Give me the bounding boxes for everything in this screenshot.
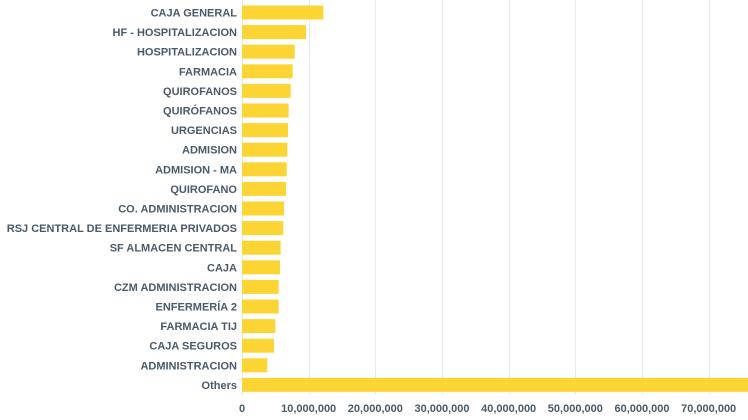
bar[interactable] xyxy=(242,319,276,334)
category-label: ENFERMERÍA 2 xyxy=(156,301,238,314)
category-label: HOSPITALIZACION xyxy=(137,47,237,59)
category-label: HF - HOSPITALIZACION xyxy=(113,27,238,39)
x-tick-label: 60,000,000 xyxy=(614,403,669,415)
bar[interactable] xyxy=(242,279,279,294)
category-label: CAJA xyxy=(207,262,237,274)
category-label: FARMACIA xyxy=(179,66,237,78)
x-tick-label: 70,000,000 xyxy=(681,403,736,415)
bar[interactable] xyxy=(242,162,287,177)
category-label: ADMISION - MA xyxy=(155,164,237,176)
category-label: QUIRÓFANOS xyxy=(163,105,237,118)
grid-layer xyxy=(242,0,710,395)
category-label: RSJ CENTRAL DE ENFERMERIA PRIVADOS xyxy=(7,223,237,235)
category-label: CAJA GENERAL xyxy=(151,8,238,20)
category-label: SF ALMACEN CENTRAL xyxy=(110,243,238,255)
bar[interactable] xyxy=(242,358,268,373)
bar[interactable] xyxy=(242,103,289,118)
category-labels: CAJA GENERAL HF - HOSPITALIZACION HOSPITAL… xyxy=(7,8,238,392)
bar[interactable] xyxy=(242,240,281,255)
category-label: CO. ADMINISTRACION xyxy=(118,204,237,216)
category-label: URGENCIAS xyxy=(171,125,237,137)
bar[interactable] xyxy=(242,64,293,79)
bar[interactable] xyxy=(242,83,291,98)
bar[interactable] xyxy=(242,299,279,314)
bar[interactable] xyxy=(242,338,274,353)
category-label: ADMISION xyxy=(182,145,237,157)
bar[interactable] xyxy=(242,181,286,196)
category-label: CAJA SEGUROS xyxy=(149,341,237,353)
x-tick-label: 10,000,000 xyxy=(281,403,336,415)
x-tick-label: 20,000,000 xyxy=(348,403,403,415)
bar[interactable] xyxy=(242,142,288,157)
x-tick-labels: 0 10,000,000 20,000,000 30,000,000 40,000,00… xyxy=(239,403,736,415)
bar[interactable] xyxy=(242,221,284,236)
bar[interactable] xyxy=(242,201,284,216)
category-label: FARMACIA TIJ xyxy=(160,321,237,333)
bar[interactable] xyxy=(242,25,306,40)
category-label: Others xyxy=(202,380,237,392)
bar[interactable] xyxy=(242,44,295,59)
x-tick-label: 50,000,000 xyxy=(548,403,603,415)
bar[interactable] xyxy=(242,5,324,20)
category-label: CZM ADMINISTRACION xyxy=(114,282,237,294)
bar[interactable] xyxy=(242,260,280,275)
category-label: ADMINISTRACION xyxy=(140,360,237,372)
x-tick-label: 30,000,000 xyxy=(414,403,469,415)
x-tick-label: 40,000,000 xyxy=(481,403,536,415)
x-tick-label: 0 xyxy=(239,403,245,415)
bar-layer xyxy=(242,5,748,392)
bar[interactable] xyxy=(242,123,288,138)
bar[interactable] xyxy=(242,377,748,392)
category-label: QUIROFANOS xyxy=(163,86,237,98)
category-label: QUIROFANO xyxy=(170,184,237,196)
